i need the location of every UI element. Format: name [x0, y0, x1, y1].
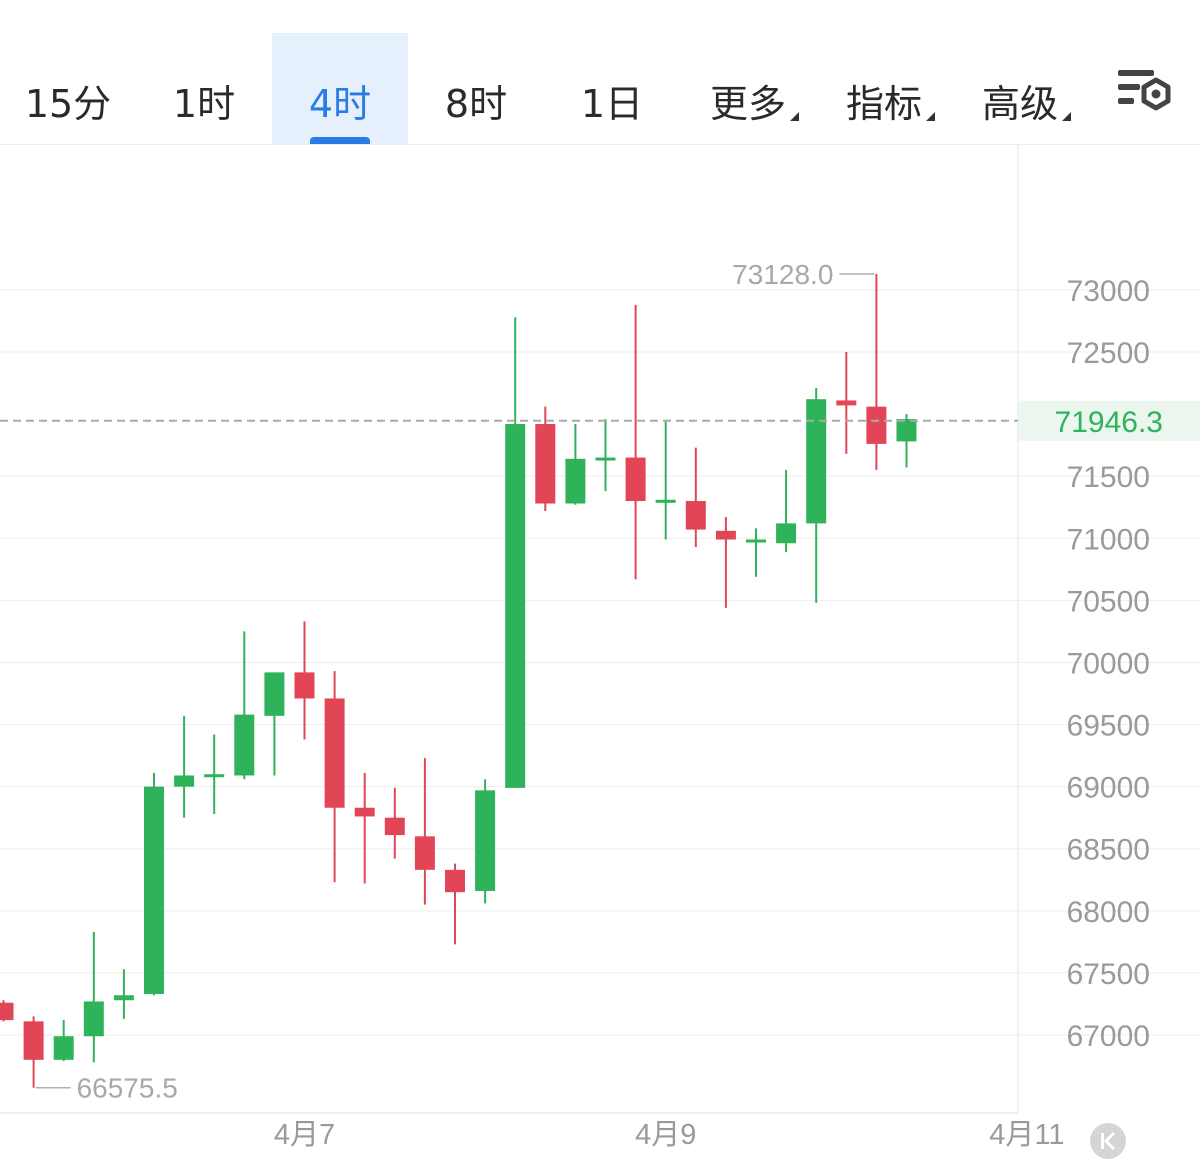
candle-body-up [806, 399, 827, 524]
y-tick-label: 70000 [1067, 647, 1150, 680]
candle-body-down [535, 424, 556, 504]
current-price-tag [1018, 400, 1200, 441]
collapse-chart-button[interactable] [1089, 1122, 1127, 1160]
y-tick-label: 67500 [1067, 958, 1150, 991]
more-dropdown[interactable]: 更多 [710, 33, 800, 144]
candlestick-chart[interactable]: 71946.3 73000 72500 71500 71000 70500 70000 69… [0, 145, 1200, 1152]
tab-15min[interactable]: 15分 [0, 33, 136, 144]
toolbar-divider [0, 144, 1200, 145]
candle-body-up [83, 1001, 104, 1037]
candle-body-up [776, 523, 797, 544]
tab-8hour-label: 8时 [444, 82, 508, 126]
tab-8hour[interactable]: 8时 [408, 33, 544, 144]
candle-body-down [866, 406, 887, 444]
candle-body-up [113, 995, 134, 1001]
candle-body-down [384, 817, 405, 836]
y-tick-label: 72500 [1067, 337, 1150, 370]
candle-body-up [264, 672, 285, 716]
x-tick-label: 4月11 [989, 1119, 1064, 1151]
indicators-dropdown[interactable]: 指标 [846, 33, 936, 144]
advanced-label: 高级 [982, 82, 1059, 126]
dropdown-corner-icon [790, 112, 800, 121]
candle-body-down [685, 501, 706, 530]
candle-body-down [836, 400, 857, 406]
chart-settings-icon [1118, 70, 1171, 111]
tab-1day[interactable]: 1日 [544, 33, 680, 144]
high-price-label: 73128.0 [732, 259, 833, 290]
x-axis-labels: 4月7 4月9 4月11 [274, 1119, 1065, 1151]
current-price-label: 71946.3 [1055, 406, 1163, 439]
advanced-dropdown[interactable]: 高级 [982, 33, 1072, 144]
candle-body-down [23, 1021, 44, 1060]
candle-body-up [204, 774, 225, 778]
timeframe-toolbar: 15分 1时 4时 8时 1日 更多 指标 高级 [0, 0, 1200, 144]
candle-body-down [414, 836, 435, 870]
x-tick-label: 4月7 [274, 1119, 335, 1151]
tab-1hour-label: 1时 [172, 82, 236, 126]
candle-body-up [144, 786, 164, 995]
candle-body-down [625, 457, 646, 502]
candle-body-up [53, 1036, 74, 1060]
chart-grid [0, 289, 1200, 1036]
candle-body-up [505, 424, 526, 788]
current-price-line: 71946.3 [0, 400, 1200, 441]
low-price-label: 66575.5 [77, 1073, 178, 1104]
y-tick-label: 68500 [1067, 834, 1150, 867]
dropdown-corner-icon [1062, 112, 1072, 121]
candle-body-up [746, 539, 766, 543]
back-to-start-icon [1090, 1123, 1126, 1159]
candle-body-up [174, 775, 195, 787]
y-tick-label: 69500 [1067, 710, 1150, 743]
tab-1hour[interactable]: 1时 [136, 33, 272, 144]
x-tick-label: 4月9 [635, 1119, 696, 1151]
y-tick-label: 69000 [1067, 772, 1150, 805]
chart-settings-button[interactable] [1112, 64, 1174, 116]
dropdown-corner-icon [926, 112, 936, 121]
candle-body-down [324, 698, 345, 808]
y-tick-label: 73000 [1067, 275, 1150, 308]
y-tick-label: 70500 [1067, 585, 1150, 618]
y-tick-label: 71000 [1067, 523, 1150, 556]
candle-body-down [0, 1002, 14, 1021]
y-axis-labels: 73000 72500 71500 71000 70500 70000 69500 69000… [1067, 275, 1150, 1053]
candle-body-down [715, 530, 736, 540]
candle-body-down [354, 807, 375, 817]
candles-layer [0, 274, 917, 1088]
candle-body-up [475, 790, 496, 891]
candle-body-down [294, 672, 315, 699]
candle-body-up [595, 457, 616, 461]
candle-body-up [234, 714, 255, 776]
y-tick-label: 71500 [1067, 461, 1150, 494]
tab-15min-label: 15分 [24, 82, 112, 126]
extreme-markers: 73128.0 66575.5 [35, 259, 875, 1104]
y-tick-label: 67000 [1067, 1020, 1150, 1053]
y-tick-label: 68000 [1067, 896, 1150, 929]
candle-body-up [655, 499, 676, 503]
candle-body-up [896, 419, 917, 442]
tab-1day-label: 1日 [580, 82, 644, 126]
tab-4hour[interactable]: 4时 [272, 33, 408, 144]
more-label: 更多 [710, 82, 787, 126]
candle-body-down [445, 869, 465, 893]
candle-body-up [565, 458, 586, 504]
indicators-label: 指标 [846, 82, 923, 126]
tab-4hour-label: 4时 [308, 82, 372, 126]
